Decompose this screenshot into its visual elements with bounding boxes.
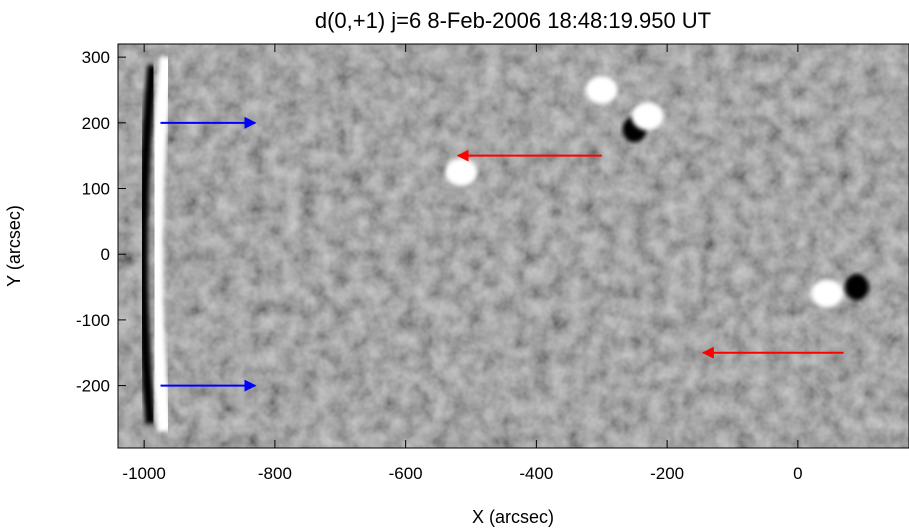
y-axis-ticks: 300 200 100 0 -100 -200	[76, 48, 126, 396]
x-axis-ticks: -1000 -800 -600 -400 -200 0	[122, 44, 803, 483]
dark-region	[844, 274, 869, 301]
y-axis-label: Y (arcsec)	[4, 205, 24, 287]
image-features	[137, 56, 869, 433]
y-tick-label: 200	[82, 114, 110, 133]
x-tick-label: -400	[519, 464, 553, 483]
x-tick-label: -800	[258, 464, 292, 483]
y-tick-label: -100	[76, 311, 110, 330]
y-tick-label: 0	[101, 245, 110, 264]
x-axis-label: X (arcsec)	[472, 507, 554, 527]
y-tick-label: -200	[76, 377, 110, 396]
x-tick-label: -600	[389, 464, 423, 483]
chart-title: d(0,+1) j=6 8-Feb-2006 18:48:19.950 UT	[315, 8, 711, 33]
x-tick-label: -200	[650, 464, 684, 483]
plot-area	[118, 44, 909, 448]
bright-region	[811, 279, 844, 308]
arrow-annotations	[160, 116, 844, 392]
bright-region	[445, 158, 478, 187]
limb-dark-edge	[137, 64, 158, 425]
x-tick-label: 0	[793, 464, 802, 483]
bright-region	[631, 102, 664, 131]
bright-region	[585, 75, 618, 104]
image-texture	[118, 44, 909, 448]
x-tick-label: -1000	[122, 464, 165, 483]
y-tick-label: 300	[82, 48, 110, 67]
y-tick-label: 100	[82, 180, 110, 199]
limb-bright-arc	[148, 56, 174, 433]
plot-frame	[117, 43, 909, 449]
